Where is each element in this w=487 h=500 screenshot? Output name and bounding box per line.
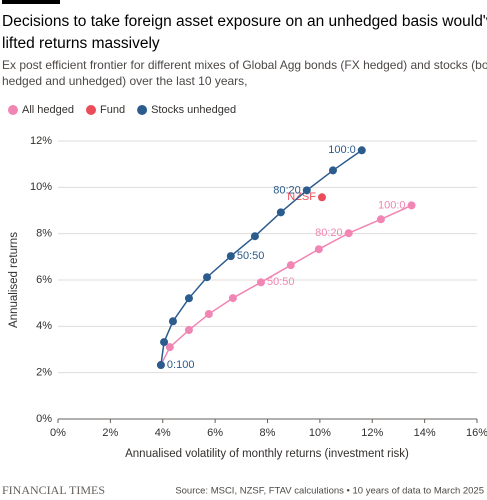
y-tick-label: 6% xyxy=(36,274,52,286)
point xyxy=(407,201,416,210)
y-tick-label: 8% xyxy=(36,228,52,240)
x-tick-label: 10% xyxy=(309,427,331,439)
point xyxy=(184,294,193,303)
x-tick-label: 8% xyxy=(260,427,276,439)
x-tick-label: 14% xyxy=(414,427,436,439)
point xyxy=(168,317,177,326)
point xyxy=(226,252,235,261)
x-axis-title: Annualised volatility of monthly returns… xyxy=(125,448,409,460)
point xyxy=(250,232,259,241)
x-tick-label: 16% xyxy=(466,427,487,439)
point xyxy=(357,146,366,155)
source: Source: MSCI, NZSF, FTAV calculations • … xyxy=(175,486,484,497)
brand: FINANCIAL TIMES xyxy=(2,483,105,497)
point-label: 100:0 xyxy=(328,144,356,156)
y-tick-label: 10% xyxy=(30,181,52,193)
point xyxy=(228,294,237,303)
title-bar xyxy=(2,0,60,4)
point xyxy=(328,166,337,175)
point xyxy=(317,193,326,202)
chart-title: lifted returns massively xyxy=(2,35,160,52)
legend-label: Stocks unhedged xyxy=(151,104,236,116)
point xyxy=(156,361,165,370)
y-axis-title: Annualised returns xyxy=(8,232,20,328)
point xyxy=(276,208,285,217)
y-tick-label: 4% xyxy=(36,320,52,332)
point-label: 80:20 xyxy=(273,184,301,196)
x-tick-label: 4% xyxy=(155,427,171,439)
point-label: 50:50 xyxy=(237,250,265,262)
legend-marker xyxy=(137,105,148,115)
subtitle: hedged and unhedged) over the last 10 ye… xyxy=(2,74,248,88)
point-label: 80:20 xyxy=(315,227,343,239)
subtitle: Ex post efficient frontier for different… xyxy=(2,58,487,72)
point xyxy=(344,229,353,238)
y-tick-label: 0% xyxy=(36,413,52,425)
point xyxy=(204,310,213,319)
y-tick-label: 2% xyxy=(36,367,52,379)
point xyxy=(314,245,323,254)
point xyxy=(302,186,311,195)
point xyxy=(160,338,169,347)
point xyxy=(286,261,295,270)
point xyxy=(256,278,265,287)
point-label: 0:100 xyxy=(167,359,195,371)
x-tick-label: 6% xyxy=(207,427,223,439)
x-tick-label: 12% xyxy=(361,427,383,439)
point-label: 100:0 xyxy=(378,199,406,211)
legend-label: Fund xyxy=(100,104,125,116)
x-tick-label: 0% xyxy=(50,427,66,439)
point-label: 50:50 xyxy=(267,276,295,288)
legend-marker xyxy=(86,105,96,115)
point xyxy=(184,326,193,335)
y-tick-label: 12% xyxy=(30,135,52,147)
x-tick-label: 2% xyxy=(102,427,118,439)
legend-label: All hedged xyxy=(22,104,74,116)
point xyxy=(203,273,212,282)
chart-title: Decisions to take foreign asset exposure… xyxy=(2,13,487,30)
point xyxy=(376,215,385,224)
point xyxy=(165,343,174,352)
legend-marker xyxy=(8,105,18,115)
